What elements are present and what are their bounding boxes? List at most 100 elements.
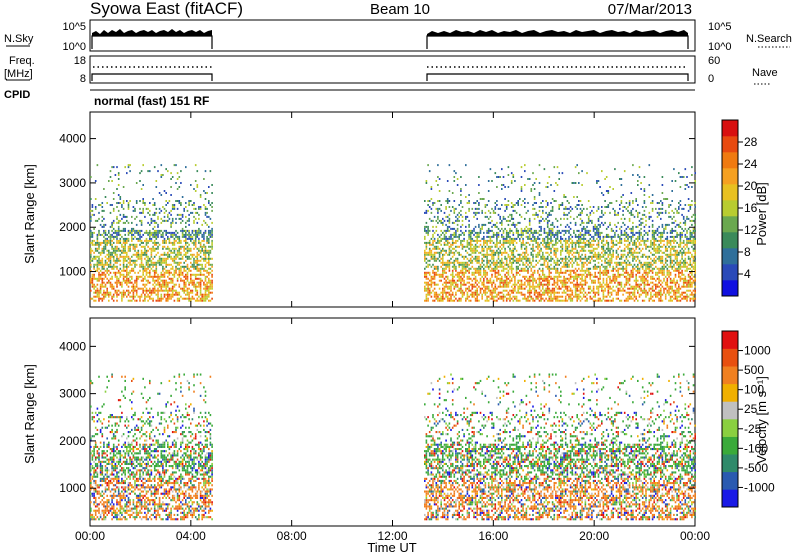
power-cell xyxy=(512,295,515,298)
power-cell xyxy=(468,295,470,298)
power-cell xyxy=(610,269,613,272)
power-cell xyxy=(438,259,441,262)
power-cell xyxy=(471,271,474,274)
power-cell xyxy=(505,279,508,282)
power-cell xyxy=(167,202,169,204)
power-cell xyxy=(564,237,567,240)
power-cell xyxy=(157,217,159,220)
power-cell xyxy=(117,178,120,180)
power-cell xyxy=(578,182,580,184)
power-cell xyxy=(167,253,169,256)
power-cell xyxy=(157,289,159,292)
power-cell xyxy=(160,293,163,296)
power-cell xyxy=(476,207,478,210)
power-cell xyxy=(121,273,123,276)
power-cell xyxy=(471,259,474,262)
power-cell xyxy=(473,267,475,270)
power-cell xyxy=(142,211,144,214)
power-cell xyxy=(140,241,143,244)
power-cell xyxy=(108,229,110,232)
power-cell xyxy=(587,267,590,270)
power-cell xyxy=(597,229,600,232)
power-cell xyxy=(433,271,436,274)
power-cell xyxy=(496,245,498,248)
power-cell xyxy=(576,251,578,254)
power-cell xyxy=(520,293,523,296)
power-cell xyxy=(104,196,107,198)
power-cell xyxy=(489,221,492,224)
power-cell xyxy=(158,211,161,214)
power-cell xyxy=(582,257,585,260)
power-cell xyxy=(201,249,203,252)
power-cell xyxy=(109,259,112,262)
power-cell xyxy=(468,277,470,280)
power-cell xyxy=(150,255,153,258)
power-cell xyxy=(103,223,105,226)
power-cell xyxy=(522,200,524,202)
power-cell xyxy=(553,265,556,268)
power-cell xyxy=(101,283,104,286)
power-cell xyxy=(438,247,441,250)
power-cell xyxy=(512,275,515,278)
power-cell xyxy=(425,281,428,284)
power-cell xyxy=(546,251,549,254)
power-cell xyxy=(445,251,447,254)
power-cell xyxy=(489,249,492,252)
power-cell xyxy=(594,223,596,226)
power-cell xyxy=(424,229,426,232)
power-cell xyxy=(540,225,542,228)
power-cell xyxy=(548,176,551,178)
power-cell xyxy=(162,206,164,208)
power-cell xyxy=(208,186,210,188)
power-cell xyxy=(104,283,107,286)
power-cell xyxy=(453,207,456,210)
power-cell xyxy=(545,279,547,282)
power-cell xyxy=(127,237,130,240)
power-cell xyxy=(98,217,100,220)
power-cell xyxy=(546,247,549,250)
power-cell xyxy=(448,265,451,268)
power-cell xyxy=(134,207,136,210)
power-cell xyxy=(507,281,510,284)
power-cell xyxy=(171,251,174,254)
power-cell xyxy=(540,227,542,230)
power-cell xyxy=(589,255,592,258)
power-cell xyxy=(614,277,616,280)
power-cell xyxy=(139,211,141,214)
power-cell xyxy=(627,239,629,242)
power-cell xyxy=(474,239,477,242)
power-cell xyxy=(609,249,611,252)
power-cell xyxy=(170,241,172,244)
power-cell xyxy=(93,273,95,276)
power-cell xyxy=(586,259,588,262)
power-cell xyxy=(627,287,629,290)
power-cell xyxy=(612,265,614,268)
power-cell xyxy=(433,257,436,260)
power-cell xyxy=(510,241,513,244)
power-cell xyxy=(553,291,556,294)
power-cell xyxy=(90,279,92,282)
power-cell xyxy=(204,229,207,232)
power-cell xyxy=(515,269,518,272)
power-cell xyxy=(604,283,606,286)
power-cell xyxy=(537,285,539,288)
power-cell xyxy=(510,182,513,184)
power-cell xyxy=(206,281,208,284)
power-cell xyxy=(433,291,436,294)
power-cell xyxy=(458,271,460,274)
power-cell xyxy=(134,281,136,284)
power-cell xyxy=(168,239,171,242)
power-cell xyxy=(615,263,618,266)
power-cell xyxy=(101,263,104,266)
power-cell xyxy=(519,233,521,236)
power-cell xyxy=(163,239,166,242)
power-cell xyxy=(610,299,613,302)
power-cell xyxy=(142,202,144,204)
power-cell xyxy=(540,275,542,278)
power-cell xyxy=(563,277,565,280)
power-cell xyxy=(610,261,613,264)
power-cell xyxy=(491,261,493,264)
power-cell xyxy=(610,202,613,204)
power-cell xyxy=(548,281,551,284)
power-cell xyxy=(528,287,531,290)
